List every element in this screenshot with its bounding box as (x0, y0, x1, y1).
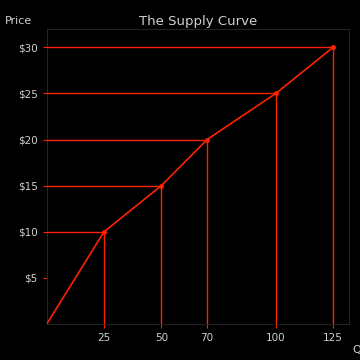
Text: Quantity: Quantity (352, 345, 360, 355)
Text: Price: Price (4, 16, 32, 26)
Title: The Supply Curve: The Supply Curve (139, 15, 257, 28)
